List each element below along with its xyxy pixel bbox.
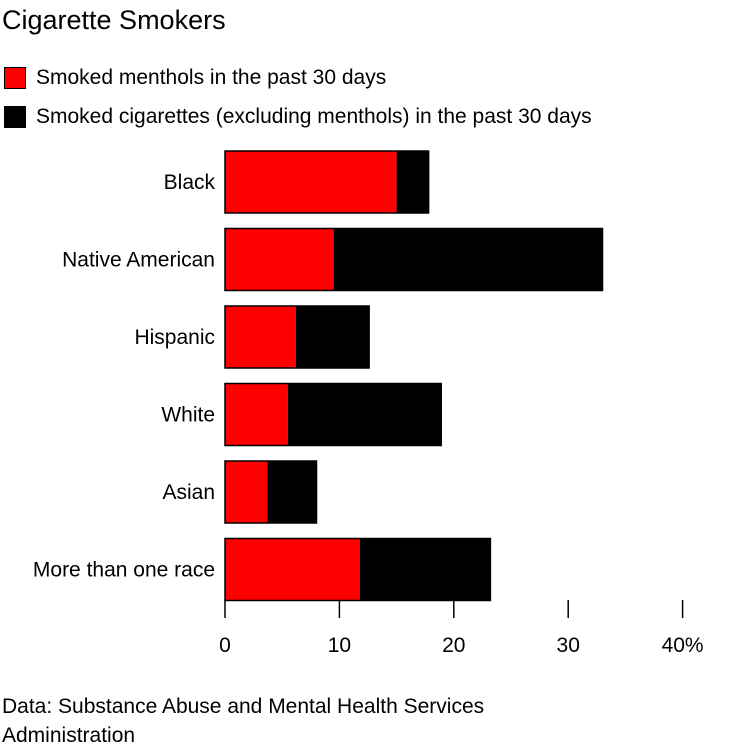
legend-label-menthol: Smoked menthols in the past 30 days — [36, 66, 387, 89]
bar-more-than-one-race-non-menthol — [359, 538, 491, 601]
bar-outline-asian — [224, 460, 318, 524]
x-tick-label-20: 20 — [442, 634, 465, 657]
legend-swatch-menthol — [4, 67, 26, 89]
legend-label-non-menthol: Smoked cigarettes (excluding menthols) i… — [36, 105, 592, 128]
bar-outline-black — [224, 150, 430, 214]
bar-native-american-non-menthol — [333, 228, 603, 291]
bar-asian-non-menthol — [267, 461, 317, 523]
category-label-native-american: Native American — [62, 249, 215, 272]
category-label-white: White — [161, 404, 215, 427]
x-tick-label-0: 0 — [219, 634, 231, 657]
bar-outline-more-than-one-race — [224, 537, 492, 602]
source-note: Data: Substance Abuse and Mental Health … — [2, 695, 485, 747]
bar-black-menthol — [225, 151, 397, 213]
category-label-hispanic: Hispanic — [134, 326, 215, 349]
legend-item-menthol: Smoked menthols in the past 30 days — [4, 64, 386, 92]
category-label-black: Black — [164, 171, 216, 194]
bar-outline-white — [224, 382, 442, 447]
bar-outline-native-american — [224, 227, 604, 292]
legend-swatch-non-menthol — [4, 106, 26, 128]
category-label-more-than-one-race: More than one race — [33, 559, 215, 582]
bar-black-non-menthol — [396, 151, 429, 213]
chart-title: Cigarette Smokers — [2, 5, 226, 35]
bar-hispanic-non-menthol — [295, 306, 370, 368]
bar-native-american-menthol — [225, 228, 334, 291]
bar-white-non-menthol — [287, 383, 442, 446]
x-tick-label-30: 30 — [557, 634, 580, 657]
bar-more-than-one-race-menthol — [225, 538, 360, 601]
bar-white-menthol — [225, 383, 288, 446]
bar-chart: Black Native American Hispanic White Asian Mo… — [33, 150, 704, 657]
x-tick-label-10: 10 — [328, 634, 351, 657]
category-label-asian: Asian — [162, 481, 215, 504]
bar-asian-menthol — [225, 461, 268, 523]
bar-hispanic-menthol — [225, 306, 296, 368]
bar-outline-hispanic — [224, 305, 370, 369]
x-tick-label-40: 40% — [662, 634, 704, 657]
legend-item-non-menthol: Smoked cigarettes (excluding menthols) i… — [4, 103, 592, 131]
